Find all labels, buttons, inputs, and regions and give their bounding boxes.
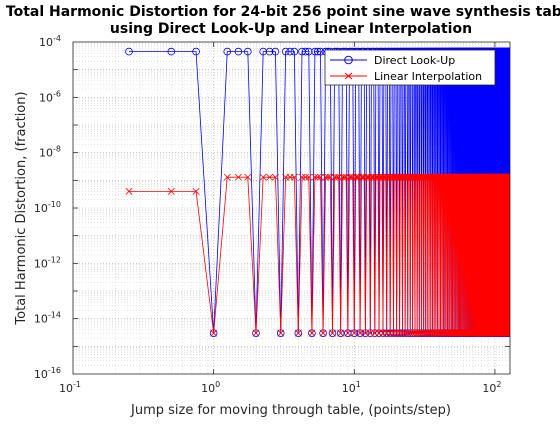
data-point-direct-lookup — [234, 47, 243, 56]
data-point-direct-lookup — [305, 47, 313, 56]
data-point-linear-interpolation — [352, 173, 360, 181]
data-point-direct-lookup — [223, 47, 232, 56]
tick-labels: 10-1 100 101 102 10-16 10-14 10-12 10-10 10-8 10-… — [34, 34, 502, 395]
y-tick-label: 10-12 — [34, 255, 61, 270]
legend-box — [324, 49, 496, 86]
data-point-linear-interpolation — [210, 329, 218, 337]
data-point-linear-interpolation — [223, 173, 231, 181]
data-point-linear-interpolation — [423, 329, 431, 337]
data-point-linear-interpolation — [350, 329, 358, 337]
x-tick-label: 10-1 — [59, 380, 81, 395]
legend-label-linear: Linear Interpolation — [374, 70, 482, 83]
data-point-linear-interpolation — [404, 173, 412, 181]
legend: Direct Look-Up Linear Interpolation — [324, 49, 496, 86]
data-point-linear-interpolation — [396, 329, 404, 337]
data-point-linear-interpolation — [382, 173, 390, 181]
data-point-linear-interpolation — [339, 173, 347, 181]
data-point-linear-interpolation — [357, 173, 365, 181]
y-tick-label: 10-10 — [34, 200, 61, 215]
legend-marker-linear — [344, 72, 353, 80]
data-point-linear-interpolation — [342, 173, 350, 181]
data-point-linear-interpolation — [337, 329, 345, 337]
y-tick-label: 10-6 — [39, 89, 61, 104]
data-point-linear-interpolation — [394, 173, 402, 181]
data-point-direct-lookup — [244, 47, 252, 56]
data-point-linear-interpolation — [316, 173, 324, 181]
plot-frame — [72, 41, 511, 375]
legend-label-direct: Direct Look-Up — [374, 54, 455, 67]
y-tick-label: 10-4 — [39, 34, 61, 49]
data-point-linear-interpolation — [356, 329, 364, 337]
data-point-linear-interpolation — [344, 329, 352, 337]
data-point-direct-lookup — [192, 47, 200, 56]
y-tick-label: 10-16 — [34, 366, 61, 381]
y-tick-label: 10-14 — [34, 311, 61, 326]
data-point-linear-interpolation — [427, 329, 435, 337]
x-axis-label: Jump size for moving through table, (poi… — [130, 403, 451, 418]
chart-subtitle: using Direct Look-Up and Linear Interpol… — [110, 21, 472, 37]
data-point-linear-interpolation — [393, 329, 401, 337]
data-point-direct-lookup — [313, 47, 322, 56]
data-point-linear-interpolation — [252, 329, 260, 337]
data-point-linear-interpolation — [311, 173, 319, 181]
y-tick-label: 10-8 — [39, 145, 61, 160]
data-point-linear-interpolation — [386, 329, 394, 337]
data-point-direct-lookup — [286, 47, 294, 56]
data-point-linear-interpolation — [398, 329, 406, 337]
data-point-linear-interpolation — [361, 329, 369, 337]
data-point-linear-interpolation — [329, 329, 336, 337]
data-point-direct-lookup — [265, 47, 274, 56]
data-point-linear-interpolation — [308, 329, 316, 337]
legend-marker-direct — [344, 55, 353, 65]
data-point-direct-lookup — [301, 47, 310, 56]
data-point-linear-interpolation — [319, 329, 327, 337]
data-point-direct-lookup — [167, 47, 176, 56]
data-point-linear-interpolation — [294, 329, 302, 337]
data-point-linear-interpolation — [192, 187, 200, 195]
data-point-linear-interpolation — [234, 173, 242, 181]
data-point-linear-interpolation — [404, 329, 412, 337]
data-point-direct-lookup — [316, 47, 325, 56]
data-point-linear-interpolation — [383, 329, 391, 337]
data-point-linear-interpolation — [314, 173, 322, 181]
data-point-linear-interpolation — [302, 173, 309, 181]
data-point-linear-interpolation — [305, 173, 313, 181]
data-point-direct-lookup — [271, 47, 280, 56]
data-point-linear-interpolation — [425, 329, 433, 337]
data-point-linear-interpolation — [346, 173, 354, 181]
data-point-linear-interpolation — [244, 173, 252, 181]
data-point-linear-interpolation — [277, 329, 285, 337]
x-tick-label: 102 — [482, 380, 501, 395]
data-point-linear-interpolation — [385, 173, 393, 181]
data-point-linear-interpolation — [390, 329, 397, 337]
x-tick-label: 101 — [342, 380, 361, 395]
data-point-direct-lookup — [311, 47, 319, 56]
data-point-linear-interpolation — [429, 329, 437, 337]
data-point-direct-lookup — [125, 47, 133, 56]
y-axis-label: Total Harmonic Distortion, (fraction) — [14, 91, 29, 325]
x-tick-label: 100 — [201, 380, 220, 395]
chart-title: Total Harmonic Distortion for 24-bit 256… — [6, 4, 560, 20]
data-point-linear-interpolation — [259, 173, 267, 181]
data-point-linear-interpolation — [324, 173, 332, 181]
data-point-linear-interpolation — [271, 173, 279, 181]
data-point-linear-interpolation — [340, 173, 348, 181]
data-point-direct-lookup — [290, 47, 299, 56]
data-point-linear-interpolation — [125, 187, 133, 195]
data-point-linear-interpolation — [333, 173, 341, 181]
data-point-direct-lookup — [281, 47, 290, 56]
data-point-linear-interpolation — [506, 329, 510, 337]
data-point-linear-interpolation — [290, 173, 298, 181]
data-point-linear-interpolation — [298, 173, 306, 181]
data-point-linear-interpolation — [167, 187, 175, 195]
data-point-linear-interpolation — [266, 173, 274, 181]
data-point-linear-interpolation — [401, 329, 409, 337]
